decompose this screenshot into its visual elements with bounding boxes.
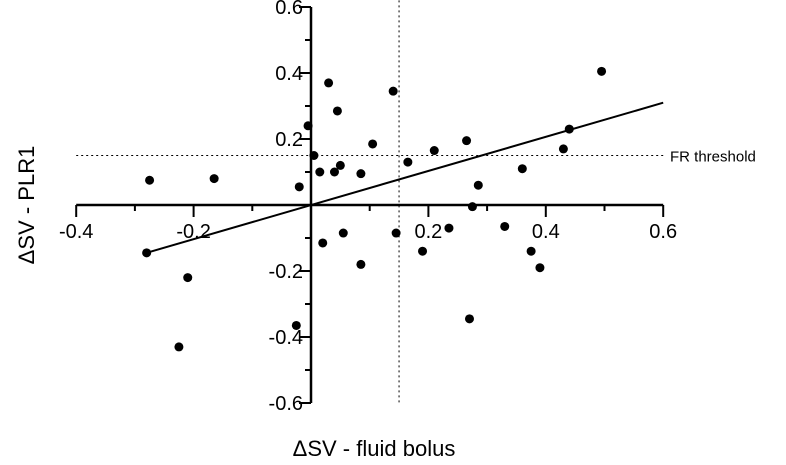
data-point [564,124,574,134]
data-point [597,66,607,76]
tick-labels: -0.4 -0.2 0.2 0.4 0.6 0.6 0.4 0.2 -0.2 -0.4 -0.6 [59,0,677,415]
data-point [318,238,328,248]
data-point [338,228,348,238]
y-axis-title: ΔSV - PLR1 [14,146,39,265]
data-point [332,106,342,116]
data-point [294,182,304,192]
y-tick-label: 0.4 [275,63,303,85]
y-tick-label: -0.4 [269,327,303,349]
y-tick-label: 0.2 [275,129,303,151]
data-point [418,246,428,256]
x-tick-label: 0.6 [649,221,677,243]
data-point [391,228,401,238]
y-tick-label: -0.2 [269,261,303,283]
data-point [535,263,545,273]
data-point [403,157,413,167]
data-point [356,259,366,269]
data-point [473,180,483,190]
data-point [142,248,152,258]
data-point [309,151,319,160]
data-point [526,246,536,256]
axes [75,6,665,404]
data-point [467,202,477,212]
data-point [429,146,439,156]
data-point [388,86,398,96]
data-point [174,342,184,352]
data-point [368,139,378,149]
data-point [517,164,527,174]
data-point [464,314,474,324]
y-tick-label: -0.6 [269,393,303,415]
regression-line-group [146,101,664,254]
fr-threshold-label: FR threshold [670,149,756,166]
data-point [329,167,339,177]
x-tick-label: -0.2 [176,221,210,243]
y-tick-label: 0.6 [275,0,303,19]
data-point [183,273,193,283]
data-points [142,66,607,352]
reference-lines [76,0,664,403]
regression-line [146,101,664,254]
data-point [315,167,325,177]
data-point [444,223,454,233]
x-tick-label: 0.2 [414,221,442,243]
data-point [462,136,472,146]
data-point [356,169,366,179]
x-tick-label: 0.4 [532,221,560,243]
data-point [145,175,155,185]
data-point [291,320,301,330]
data-point [335,160,345,170]
data-point [500,221,510,231]
data-point [209,174,219,184]
data-point [558,144,568,154]
data-point [303,121,313,131]
x-axis-title: ΔSV - fluid bolus [293,436,456,461]
x-tick-label: -0.4 [59,221,93,243]
data-point [324,78,334,88]
